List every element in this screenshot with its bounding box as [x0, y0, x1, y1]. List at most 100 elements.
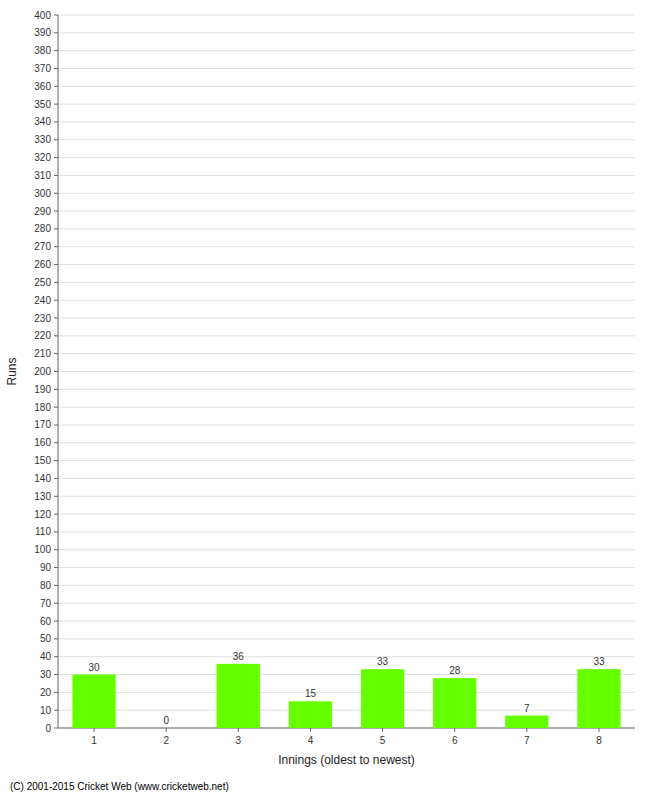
y-tick-label: 380 — [34, 45, 51, 56]
y-tick — [54, 389, 58, 390]
grid-line — [58, 531, 635, 532]
y-tick — [54, 32, 58, 33]
grid-line — [58, 318, 635, 319]
y-tick — [54, 460, 58, 461]
y-tick-label: 130 — [34, 491, 51, 502]
grid-line — [58, 50, 635, 51]
data-label: 28 — [449, 665, 461, 676]
y-tick-label: 50 — [40, 633, 52, 644]
grid-line — [58, 585, 635, 586]
y-tick-label: 90 — [40, 562, 52, 573]
grid-line — [58, 68, 635, 69]
grid-line — [58, 246, 635, 247]
y-tick — [54, 50, 58, 51]
data-label: 33 — [593, 656, 605, 667]
x-tick — [454, 728, 455, 732]
y-tick-label: 100 — [34, 544, 51, 555]
grid-line — [58, 460, 635, 461]
data-label: 30 — [89, 662, 101, 673]
y-tick-label: 350 — [34, 99, 51, 110]
y-tick — [54, 104, 58, 105]
grid-line — [58, 228, 635, 229]
grid-line — [58, 86, 635, 87]
grid-line — [58, 638, 635, 639]
x-tick-label: 7 — [524, 735, 530, 746]
grid-line — [58, 335, 635, 336]
grid-line — [58, 603, 635, 604]
x-tick-label: 5 — [380, 735, 386, 746]
x-tick-label: 3 — [236, 735, 242, 746]
y-tick-label: 80 — [40, 580, 52, 591]
y-axis-line — [58, 15, 59, 728]
grid-line — [58, 656, 635, 657]
y-tick-label: 340 — [34, 116, 51, 127]
y-tick-label: 250 — [34, 277, 51, 288]
y-tick-label: 60 — [40, 616, 52, 627]
y-tick — [54, 300, 58, 301]
grid-line — [58, 353, 635, 354]
y-tick — [54, 710, 58, 711]
axes: 0102030405060708090100110120130140150160… — [34, 10, 635, 747]
grid-line — [58, 496, 635, 497]
y-tick — [54, 139, 58, 140]
x-tick-label: 2 — [163, 735, 169, 746]
y-tick — [54, 496, 58, 497]
bar — [72, 675, 115, 728]
grid-line — [58, 549, 635, 550]
y-tick-label: 30 — [40, 669, 52, 680]
grid-line — [58, 674, 635, 675]
y-tick-label: 40 — [40, 651, 52, 662]
grid-line — [58, 567, 635, 568]
grid-line — [58, 478, 635, 479]
y-tick-label: 160 — [34, 437, 51, 448]
y-tick — [54, 531, 58, 532]
y-tick — [54, 318, 58, 319]
y-tick-label: 330 — [34, 134, 51, 145]
grid-line — [58, 424, 635, 425]
y-tick-label: 310 — [34, 170, 51, 181]
x-tick-label: 8 — [596, 735, 602, 746]
y-tick — [54, 514, 58, 515]
y-tick — [54, 442, 58, 443]
y-tick-label: 180 — [34, 402, 51, 413]
bars — [72, 664, 620, 728]
grid-line — [58, 514, 635, 515]
bar — [577, 669, 620, 728]
grid-line — [58, 710, 635, 711]
x-tick — [382, 728, 383, 732]
y-tick — [54, 424, 58, 425]
y-tick-label: 140 — [34, 473, 51, 484]
x-tick-label: 6 — [452, 735, 458, 746]
y-tick-label: 190 — [34, 384, 51, 395]
y-tick — [54, 121, 58, 122]
grid — [58, 15, 635, 728]
chart-svg: 0102030405060708090100110120130140150160… — [0, 0, 650, 800]
y-tick — [54, 68, 58, 69]
y-tick-label: 370 — [34, 63, 51, 74]
grid-line — [58, 442, 635, 443]
y-tick-label: 320 — [34, 152, 51, 163]
y-tick — [54, 228, 58, 229]
y-tick-label: 260 — [34, 259, 51, 270]
footer-annotation: (C) 2001-2015 Cricket Web (www.cricketwe… — [10, 781, 229, 792]
grid-line — [58, 389, 635, 390]
y-tick-label: 0 — [45, 723, 51, 734]
grid-line — [58, 371, 635, 372]
y-tick — [54, 674, 58, 675]
y-tick-label: 400 — [34, 10, 51, 21]
y-tick-label: 120 — [34, 509, 51, 520]
y-tick — [54, 728, 58, 729]
grid-line — [58, 121, 635, 122]
bar — [361, 669, 404, 728]
bar — [145, 728, 188, 729]
y-tick — [54, 264, 58, 265]
grid-line — [58, 175, 635, 176]
x-tick-label: 4 — [308, 735, 314, 746]
y-tick — [54, 175, 58, 176]
y-tick-label: 360 — [34, 81, 51, 92]
y-tick — [54, 211, 58, 212]
y-tick-label: 110 — [35, 526, 51, 537]
grid-line — [58, 139, 635, 140]
y-tick — [54, 638, 58, 639]
y-tick-label: 270 — [34, 241, 51, 252]
